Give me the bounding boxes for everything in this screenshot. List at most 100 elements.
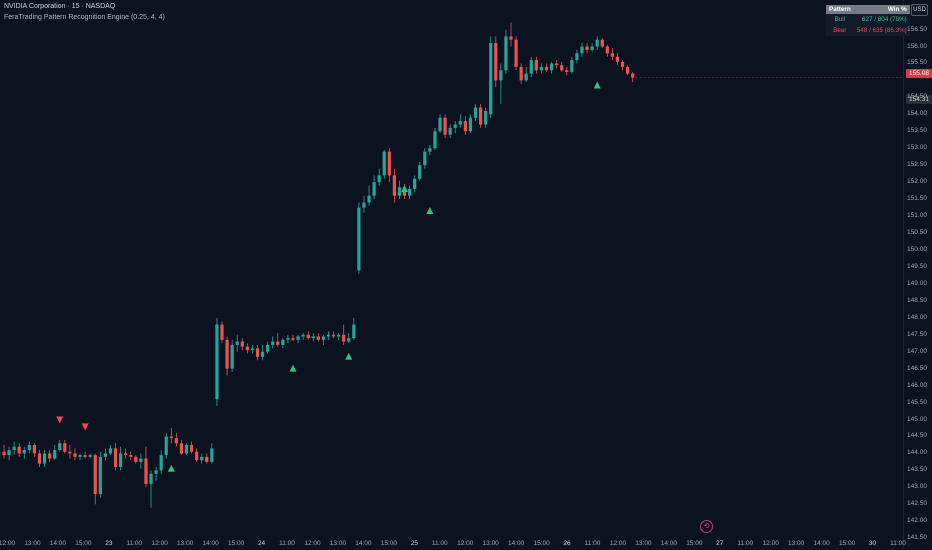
price-tick-label: 150.50 <box>907 229 927 237</box>
time-tick-label: 12:00 <box>609 540 627 547</box>
price-tick-label: 146.00 <box>907 381 927 389</box>
candle-body <box>382 151 386 176</box>
indicator-label[interactable]: FeraTrading Pattern Recognition Engine (… <box>4 14 165 21</box>
time-tick-label: 13:00 <box>329 540 347 547</box>
candle-body <box>103 453 107 457</box>
time-tick-label: 15:00 <box>380 540 397 547</box>
candle-body <box>468 117 473 132</box>
candle-body <box>342 334 346 342</box>
candle-body <box>565 70 569 72</box>
candle-body <box>68 451 72 454</box>
price-tick-label: 143.00 <box>907 483 927 491</box>
price-tick-label: 153.50 <box>907 127 927 135</box>
currency-button[interactable]: USD <box>911 4 928 16</box>
candle-body <box>144 458 148 484</box>
candle-body <box>169 436 173 439</box>
time-tick-label: 26 <box>563 540 571 547</box>
time-tick-label: 25 <box>410 540 418 547</box>
candle-body <box>392 175 396 196</box>
price-tick-label: 142.50 <box>907 500 927 508</box>
bear-pattern-marker <box>81 423 89 431</box>
candle-body <box>93 455 97 495</box>
candle-body <box>352 324 356 339</box>
candle-body <box>549 63 554 71</box>
price-tick-label: 148.00 <box>907 313 927 321</box>
candle-body <box>539 66 544 71</box>
price-tick-label: 145.00 <box>907 415 927 423</box>
candle-body <box>225 339 229 369</box>
candle-body <box>595 39 599 47</box>
candle-body <box>119 453 123 468</box>
price-tick-label: 152.50 <box>907 161 927 169</box>
candle-body <box>271 341 275 345</box>
candle-body <box>494 43 498 81</box>
bull-pattern-marker <box>345 352 353 360</box>
candle-body <box>58 443 62 451</box>
candle-body <box>484 110 488 125</box>
time-tick-label: 11:00 <box>431 540 448 547</box>
candle-body <box>326 334 331 337</box>
price-tick-label: 144.00 <box>907 449 927 457</box>
candle-body <box>260 351 265 357</box>
candle-body <box>255 348 260 357</box>
candle-body <box>357 207 361 271</box>
time-tick-label: 11:00 <box>890 540 906 547</box>
candle-body <box>544 66 549 71</box>
candle-body <box>463 121 467 132</box>
candle-body <box>174 438 178 444</box>
candle-body <box>12 446 16 451</box>
time-tick-label: 14:00 <box>813 540 830 547</box>
candle-body <box>98 456 102 495</box>
time-tick-label: 12:00 <box>304 540 321 547</box>
candle-body <box>235 341 239 345</box>
candle-body <box>458 121 462 125</box>
candle-body <box>32 444 37 454</box>
candle-body <box>524 73 528 81</box>
time-tick-label: 13:00 <box>635 540 652 547</box>
candle-body <box>205 456 209 462</box>
price-tick-label: 149.50 <box>907 262 927 270</box>
candle-body <box>605 46 609 54</box>
candle-body <box>215 324 219 400</box>
price-tick-label: 152.00 <box>907 178 927 186</box>
candle-body <box>53 450 57 459</box>
candle-body <box>331 334 336 337</box>
candle-body <box>230 344 234 369</box>
replay-icon[interactable]: ⟲ <box>700 520 713 533</box>
candle-body <box>347 338 351 342</box>
price-tick-label: 147.00 <box>907 347 927 355</box>
candle-body <box>377 175 381 183</box>
price-tick-label: 153.00 <box>907 144 927 152</box>
time-tick-label: 12:00 <box>762 540 779 547</box>
candle-body <box>428 148 432 152</box>
candle-body <box>63 443 67 452</box>
stats-row-bull-label: Bull <box>826 14 854 25</box>
candle-body <box>372 182 376 196</box>
candle-body <box>423 151 427 166</box>
candle-body <box>27 444 31 451</box>
candle-body <box>534 60 538 71</box>
candle-body <box>37 453 42 464</box>
candle-body <box>408 188 412 196</box>
candle-body <box>281 339 285 345</box>
candle-body <box>600 39 604 47</box>
price-tick-label: 155.50 <box>907 59 927 67</box>
stats-header-pattern: Pattern <box>826 5 854 14</box>
price-tick-label: 147.50 <box>907 330 927 338</box>
price-tick-label: 144.50 <box>907 432 927 440</box>
candle-body <box>220 324 224 340</box>
time-tick-label: 11:00 <box>737 540 754 547</box>
time-tick-label: 14:00 <box>202 540 219 547</box>
price-tick-label: 141.50 <box>907 534 927 542</box>
candle-body <box>286 338 290 340</box>
candle-body <box>443 117 447 135</box>
candle-body <box>296 336 300 340</box>
candle-body <box>321 336 326 340</box>
price-tick-label: 146.50 <box>907 364 927 372</box>
price-tick-label: 156.00 <box>907 42 927 50</box>
candle-body <box>620 61 625 67</box>
price-tick-label: 142.00 <box>907 517 927 525</box>
time-tick-label: 13:00 <box>788 540 805 547</box>
candle-body <box>134 456 138 462</box>
